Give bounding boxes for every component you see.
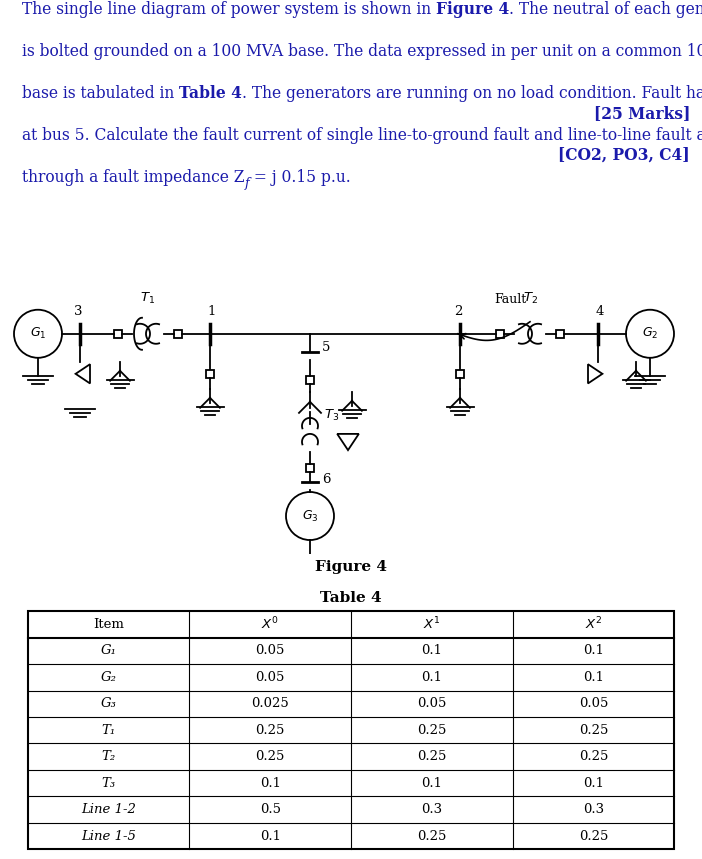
Text: $G_1$: $G_1$ [29, 326, 46, 341]
Text: G₃: G₃ [100, 698, 117, 710]
Text: Table 4: Table 4 [179, 85, 242, 102]
Text: 0.25: 0.25 [417, 750, 446, 763]
Text: T₂: T₂ [101, 750, 116, 763]
Text: 4: 4 [596, 305, 604, 318]
Text: through a fault impedance Z: through a fault impedance Z [22, 168, 244, 186]
Text: 0.05: 0.05 [256, 644, 285, 657]
Text: 0.1: 0.1 [421, 777, 442, 789]
Text: 0.1: 0.1 [421, 644, 442, 657]
Text: 0.1: 0.1 [421, 671, 442, 684]
Text: Fault: Fault [494, 293, 526, 306]
Text: . The generators are running on no load condition. Fault happened: . The generators are running on no load … [242, 85, 702, 102]
Text: $T_1$: $T_1$ [140, 290, 156, 306]
Text: [CO2, PO3, C4]: [CO2, PO3, C4] [558, 147, 690, 164]
Bar [206, 370, 214, 378]
Text: 0.25: 0.25 [256, 750, 285, 763]
Text: G₁: G₁ [100, 644, 117, 657]
Text: Line 1-2: Line 1-2 [81, 803, 135, 816]
Text: $T_2$: $T_2$ [522, 290, 538, 306]
Bar [306, 464, 314, 472]
Text: The single line diagram of power system is shown in: The single line diagram of power system … [22, 1, 436, 18]
Text: 0.05: 0.05 [256, 671, 285, 684]
Text: base is tabulated in: base is tabulated in [22, 85, 179, 102]
Text: 0.1: 0.1 [583, 644, 604, 657]
Text: 0.25: 0.25 [579, 750, 609, 763]
Text: 0.025: 0.025 [251, 698, 289, 710]
Text: 1: 1 [208, 305, 216, 318]
Text: 6: 6 [322, 473, 331, 486]
Bar [456, 370, 464, 378]
Text: 0.25: 0.25 [256, 724, 285, 737]
Text: $G_3$: $G_3$ [302, 509, 318, 523]
Text: Figure 4: Figure 4 [436, 1, 509, 18]
Text: $X^2$: $X^2$ [585, 616, 602, 633]
Bar [556, 330, 564, 338]
Text: 0.05: 0.05 [579, 698, 609, 710]
Text: 0.3: 0.3 [583, 803, 604, 816]
Text: 0.1: 0.1 [260, 777, 281, 789]
Bar [174, 330, 182, 338]
Text: G₂: G₂ [100, 671, 117, 684]
Text: $G_2$: $G_2$ [642, 326, 658, 341]
Bar [306, 376, 314, 384]
Text: Line 1-5: Line 1-5 [81, 830, 135, 843]
Text: Item: Item [93, 618, 124, 631]
Text: 0.3: 0.3 [421, 803, 442, 816]
Text: 0.25: 0.25 [579, 830, 609, 843]
Text: = j 0.15 p.u.: = j 0.15 p.u. [249, 168, 351, 186]
Text: Table 4: Table 4 [320, 591, 382, 605]
Bar [27, 612, 675, 850]
Bar [114, 330, 122, 338]
Text: 0.5: 0.5 [260, 803, 281, 816]
Text: 0.1: 0.1 [583, 777, 604, 789]
Text: 0.1: 0.1 [583, 671, 604, 684]
Text: 3: 3 [74, 305, 82, 318]
Text: 0.05: 0.05 [417, 698, 446, 710]
Text: f: f [244, 177, 249, 190]
Text: . The neutral of each generator: . The neutral of each generator [509, 1, 702, 18]
Text: is bolted grounded on a 100 MVA base. The data expressed in per unit on a common: is bolted grounded on a 100 MVA base. Th… [22, 43, 702, 60]
Text: T₁: T₁ [101, 724, 116, 737]
Text: $T_3$: $T_3$ [324, 408, 339, 423]
Text: 0.25: 0.25 [417, 830, 446, 843]
Text: 0.25: 0.25 [579, 724, 609, 737]
Text: $X^0$: $X^0$ [261, 616, 279, 633]
Text: $X^1$: $X^1$ [423, 616, 441, 633]
Text: at bus 5. Calculate the fault current of single line-to-ground fault and line-to: at bus 5. Calculate the fault current of… [22, 127, 702, 143]
Text: T₃: T₃ [101, 777, 116, 789]
Text: 5: 5 [322, 341, 331, 354]
Bar [496, 330, 504, 338]
Text: 0.1: 0.1 [260, 830, 281, 843]
Text: [25 Marks]: [25 Marks] [593, 105, 690, 122]
Text: Figure 4: Figure 4 [315, 560, 387, 574]
Text: 2: 2 [453, 305, 462, 318]
Text: 0.25: 0.25 [417, 724, 446, 737]
